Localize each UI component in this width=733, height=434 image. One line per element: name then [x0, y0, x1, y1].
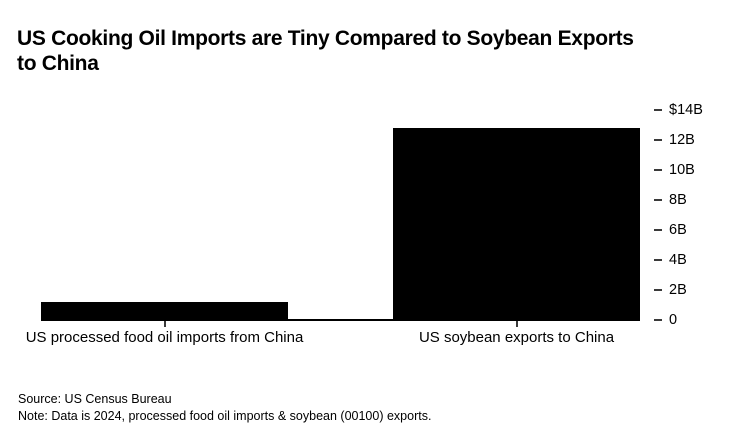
y-tick-label-6: 2B — [669, 281, 687, 298]
footnotes: Source: US Census Bureau Note: Data is 2… — [18, 391, 431, 425]
y-tick-dash-5 — [654, 259, 662, 261]
chart-title-line2: to China — [17, 51, 99, 75]
y-tick-label-7: 0 — [669, 311, 678, 328]
bar-chart-plot-area — [41, 110, 640, 320]
x-tick-0 — [163, 321, 166, 327]
bar-1 — [393, 128, 640, 320]
y-tick-dash-0 — [654, 109, 662, 111]
y-tick-label-4: 6B — [669, 221, 687, 238]
y-tick-dash-6 — [654, 289, 662, 291]
bar-0 — [41, 302, 288, 320]
y-tick-label-0: $14B — [669, 101, 703, 118]
y-tick-label-2: 10B — [669, 161, 695, 178]
y-tick-dash-2 — [654, 169, 662, 171]
y-tick-dash-1 — [654, 139, 662, 141]
chart-title: US Cooking Oil Imports are Tiny Compared… — [17, 27, 727, 76]
y-tick-label-1: 12B — [669, 131, 695, 148]
chart-title-line1: US Cooking Oil Imports are Tiny Compared… — [17, 27, 634, 51]
y-tick-dash-3 — [654, 199, 662, 201]
note-line: Note: Data is 2024, processed food oil i… — [18, 409, 432, 423]
y-tick-label-3: 8B — [669, 191, 687, 208]
x-label-1: US soybean exports to China — [418, 329, 615, 346]
x-tick-1 — [515, 321, 518, 327]
y-tick-dash-7 — [654, 319, 662, 321]
y-tick-label-5: 4B — [669, 251, 687, 268]
x-axis-line — [41, 319, 640, 321]
source-line: Source: US Census Bureau — [18, 392, 172, 406]
x-label-0: US processed food oil imports from China — [25, 329, 304, 346]
y-tick-dash-4 — [654, 229, 662, 231]
